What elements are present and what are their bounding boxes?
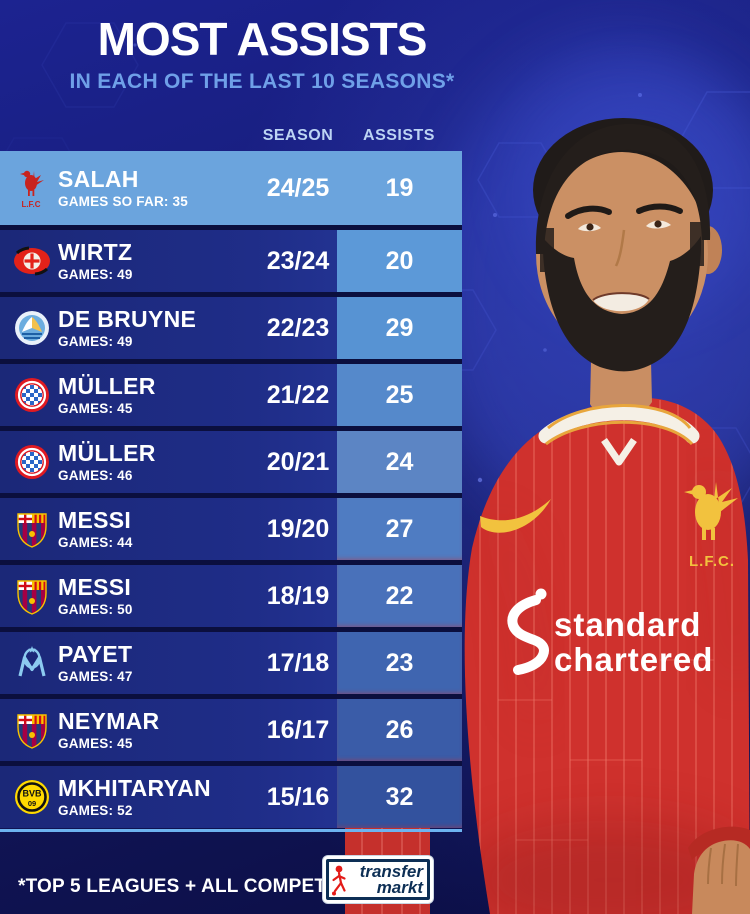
player-games: GAMES: 49 bbox=[58, 266, 133, 282]
assists-value: 22 bbox=[337, 565, 462, 627]
nike-swoosh-icon bbox=[480, 499, 551, 533]
player-games: GAMES: 52 bbox=[58, 802, 133, 818]
table-bottom-divider bbox=[0, 829, 462, 832]
table-row-muller-2122: MÜLLER GAMES: 45 21/22 25 bbox=[0, 364, 462, 426]
table-row-mkhitaryan: BVB 09 MKHITARYAN GAMES: 52 15/16 32 bbox=[0, 766, 462, 828]
player-name: MKHITARYAN bbox=[58, 774, 211, 801]
beard bbox=[543, 236, 701, 372]
club-badge-barcelona-icon bbox=[9, 498, 55, 560]
table-row-wirtz: WIRTZ GAMES: 49 23/24 20 bbox=[0, 230, 462, 292]
svg-text:09: 09 bbox=[28, 799, 36, 808]
player-name: PAYET bbox=[58, 640, 133, 667]
player-name: MÜLLER bbox=[58, 439, 156, 466]
club-badge-bayern-icon bbox=[9, 364, 55, 426]
salah-head bbox=[533, 118, 722, 418]
transfermarkt-logo-line2: markt bbox=[376, 877, 423, 897]
season-value: 21/22 bbox=[266, 380, 330, 409]
eyebrow bbox=[636, 203, 683, 214]
table-row-payet: PAYET GAMES: 47 17/18 23 bbox=[0, 632, 462, 694]
player-name: MESSI bbox=[58, 573, 132, 600]
club-badge-liverpool-icon: L.F.C bbox=[9, 151, 55, 225]
liverpool-crest-icon: L.F.C. bbox=[684, 482, 738, 570]
season-value: 23/24 bbox=[266, 246, 330, 275]
svg-text:BVB: BVB bbox=[22, 789, 42, 799]
transfermarkt-logo: transfer markt bbox=[323, 856, 433, 903]
player-name: DE BRUYNE bbox=[58, 305, 197, 332]
assists-table: L.F.C SALAH GAMES SO FAR: 35 24/25 19 bbox=[0, 151, 462, 828]
eyebrow bbox=[565, 205, 612, 219]
player-games: GAMES SO FAR: 35 bbox=[58, 193, 188, 209]
player-games: GAMES: 44 bbox=[58, 534, 133, 550]
assists-value: 27 bbox=[337, 498, 462, 560]
assists-value: 25 bbox=[337, 364, 462, 426]
season-value: 20/21 bbox=[266, 447, 330, 476]
season-value: 18/19 bbox=[266, 581, 330, 610]
season-value: 16/17 bbox=[266, 715, 330, 744]
player-games: GAMES: 46 bbox=[58, 467, 133, 483]
club-badge-man-city-icon bbox=[9, 297, 55, 359]
season-value: 15/16 bbox=[266, 782, 330, 811]
player-name: MESSI bbox=[58, 506, 132, 533]
assists-value: 24 bbox=[337, 431, 462, 493]
assists-value: 20 bbox=[337, 230, 462, 292]
sponsor-logo: standard chartered bbox=[507, 588, 713, 678]
player-name: NEYMAR bbox=[58, 707, 160, 734]
hand bbox=[688, 826, 750, 914]
season-value: 24/25 bbox=[266, 173, 330, 202]
jersey-collar bbox=[538, 404, 700, 466]
club-badge-barcelona-icon bbox=[9, 565, 55, 627]
column-header-assists: ASSISTS bbox=[363, 127, 435, 144]
smile bbox=[593, 293, 649, 312]
club-badge-dortmund-icon: BVB 09 bbox=[9, 766, 55, 828]
club-badge-barcelona-icon bbox=[9, 699, 55, 761]
player-name: MÜLLER bbox=[58, 372, 156, 399]
sponsor-text-line1: standard bbox=[554, 606, 701, 643]
assists-value: 26 bbox=[337, 699, 462, 761]
season-value: 22/23 bbox=[266, 313, 330, 342]
page-title: MOST ASSISTS bbox=[97, 13, 428, 65]
svg-text:L.F.C.: L.F.C. bbox=[689, 553, 735, 570]
table-row-messi-1819: MESSI GAMES: 50 18/19 22 bbox=[0, 565, 462, 627]
transfermarkt-player-icon bbox=[332, 865, 346, 896]
column-header-season: SEASON bbox=[262, 127, 334, 144]
footnote: *TOP 5 LEAGUES + ALL COMPETITIONS bbox=[18, 876, 391, 897]
player-games: GAMES: 49 bbox=[58, 333, 133, 349]
assists-value: 32 bbox=[337, 766, 462, 828]
player-games: GAMES: 45 bbox=[58, 735, 133, 751]
player-games: GAMES: 47 bbox=[58, 668, 133, 684]
player-games: GAMES: 45 bbox=[58, 400, 133, 416]
sponsor-text-line2: chartered bbox=[554, 641, 713, 678]
assists-value: 19 bbox=[385, 173, 414, 202]
nose bbox=[614, 229, 626, 267]
club-badge-marseille-icon bbox=[9, 632, 55, 694]
table-row-salah: L.F.C SALAH GAMES SO FAR: 35 24/25 19 bbox=[0, 151, 462, 225]
club-badge-bayern-icon bbox=[9, 431, 55, 493]
table-row-neymar: NEYMAR GAMES: 45 16/17 26 bbox=[0, 699, 462, 761]
svg-text:L.F.C: L.F.C bbox=[21, 200, 40, 209]
season-value: 17/18 bbox=[266, 648, 330, 677]
player-name: SALAH bbox=[58, 165, 139, 192]
table-row-muller-2021: MÜLLER GAMES: 46 20/21 24 bbox=[0, 431, 462, 493]
club-badge-leverkusen-icon bbox=[9, 230, 55, 292]
assists-value: 23 bbox=[337, 632, 462, 694]
player-games: GAMES: 50 bbox=[58, 601, 133, 617]
transfermarkt-logo-line1: transfer bbox=[359, 861, 423, 881]
assists-value: 29 bbox=[337, 297, 462, 359]
player-name: WIRTZ bbox=[58, 238, 133, 265]
table-row-messi-1920: MESSI GAMES: 44 19/20 27 bbox=[0, 498, 462, 560]
table-row-de-bruyne: DE BRUYNE GAMES: 49 22/23 29 bbox=[0, 297, 462, 359]
standard-chartered-icon bbox=[507, 595, 549, 675]
page-subtitle: IN EACH OF THE LAST 10 SEASONS* bbox=[69, 70, 455, 93]
season-value: 19/20 bbox=[266, 514, 330, 543]
